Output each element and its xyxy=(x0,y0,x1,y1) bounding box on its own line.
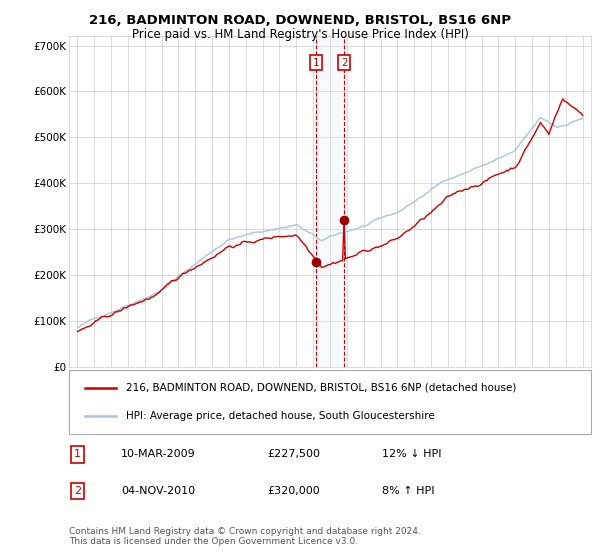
Text: 04-NOV-2010: 04-NOV-2010 xyxy=(121,486,196,496)
Text: Contains HM Land Registry data © Crown copyright and database right 2024.
This d: Contains HM Land Registry data © Crown c… xyxy=(69,527,421,547)
Bar xyxy=(316,36,344,367)
Text: 2: 2 xyxy=(341,58,347,68)
Text: 10-MAR-2009: 10-MAR-2009 xyxy=(121,450,196,459)
Text: 216, BADMINTON ROAD, DOWNEND, BRISTOL, BS16 6NP: 216, BADMINTON ROAD, DOWNEND, BRISTOL, B… xyxy=(89,14,511,27)
Text: 1: 1 xyxy=(313,58,320,68)
Text: 2: 2 xyxy=(74,486,82,496)
Text: 1: 1 xyxy=(74,450,81,459)
Text: £227,500: £227,500 xyxy=(268,450,320,459)
Text: 12% ↓ HPI: 12% ↓ HPI xyxy=(382,450,442,459)
Text: 216, BADMINTON ROAD, DOWNEND, BRISTOL, BS16 6NP (detached house): 216, BADMINTON ROAD, DOWNEND, BRISTOL, B… xyxy=(127,382,517,393)
Text: £320,000: £320,000 xyxy=(268,486,320,496)
Text: 8% ↑ HPI: 8% ↑ HPI xyxy=(382,486,434,496)
Text: Price paid vs. HM Land Registry's House Price Index (HPI): Price paid vs. HM Land Registry's House … xyxy=(131,28,469,41)
Text: HPI: Average price, detached house, South Gloucestershire: HPI: Average price, detached house, Sout… xyxy=(127,411,435,421)
